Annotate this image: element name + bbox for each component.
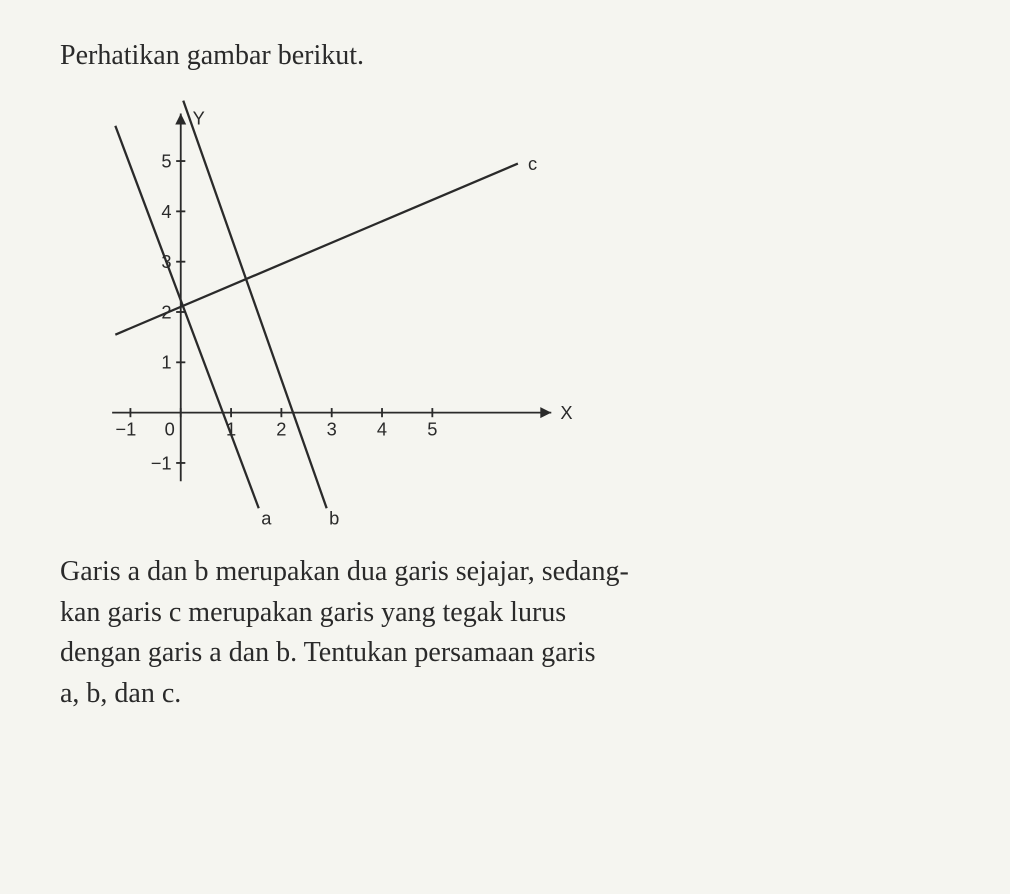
svg-text:−1: −1 <box>151 452 172 473</box>
y-axis-label: Y <box>193 107 205 128</box>
desc-line-2: kan garis c merupakan garis yang tegak l… <box>60 597 566 628</box>
svg-text:2: 2 <box>276 419 286 440</box>
svg-text:1: 1 <box>161 352 171 373</box>
desc-line-4: a, b, dan c. <box>60 678 181 709</box>
desc-line-3: dengan garis a dan b. Tentukan persamaan… <box>60 637 596 668</box>
chart-container: −1012345 −112345 X Y a b c <box>60 97 640 527</box>
svg-text:4: 4 <box>377 419 387 440</box>
line-a <box>115 126 258 508</box>
svg-text:−1: −1 <box>115 419 136 440</box>
svg-text:5: 5 <box>161 150 171 171</box>
page-title: Perhatikan gambar berikut. <box>60 40 950 72</box>
desc-line-1: Garis a dan b merupakan dua garis sejaja… <box>60 556 629 587</box>
svg-text:0: 0 <box>165 419 175 440</box>
description-text: Garis a dan b merupakan dua garis sejaja… <box>60 552 950 714</box>
svg-text:5: 5 <box>427 419 437 440</box>
x-axis-arrow <box>540 407 551 418</box>
line-c-label: c <box>528 153 537 174</box>
line-b <box>183 101 326 509</box>
line-a-label: a <box>261 508 272 527</box>
svg-text:3: 3 <box>327 419 337 440</box>
coordinate-chart: −1012345 −112345 X Y a b c <box>60 97 640 527</box>
line-b-label: b <box>329 508 339 527</box>
svg-text:4: 4 <box>161 201 171 222</box>
line-c <box>115 164 518 335</box>
x-axis-label: X <box>560 402 572 423</box>
y-axis-arrow <box>175 113 186 124</box>
